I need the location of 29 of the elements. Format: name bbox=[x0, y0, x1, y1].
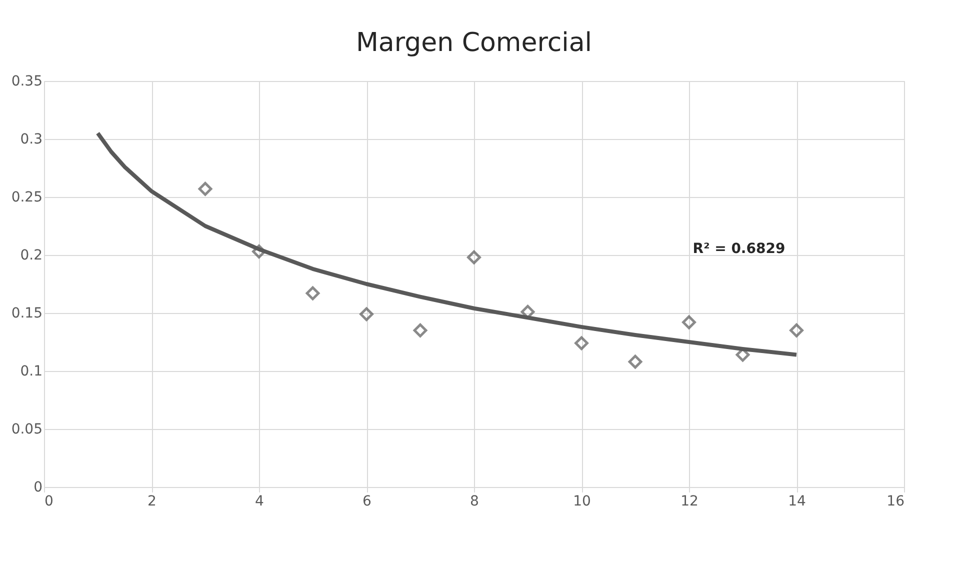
point bbox=[682, 315, 696, 330]
point bbox=[413, 323, 428, 338]
point bbox=[467, 250, 481, 264]
x-tick-label: 2 bbox=[148, 494, 156, 510]
point bbox=[790, 323, 804, 338]
y-tick-label: 0.15 bbox=[11, 306, 42, 322]
x-tick-label: 8 bbox=[470, 494, 479, 510]
y-tick-label: 0.35 bbox=[11, 74, 42, 90]
x-tick-label: 10 bbox=[573, 494, 591, 510]
x-tick-label: 12 bbox=[680, 494, 698, 510]
x-tick-label: 14 bbox=[788, 494, 806, 510]
point bbox=[628, 354, 642, 369]
point bbox=[252, 244, 266, 258]
y-tick-label: 0.25 bbox=[11, 190, 42, 206]
y-tick-label: 0.1 bbox=[20, 364, 42, 380]
x-tick-label: 0 bbox=[44, 494, 54, 510]
y-tick-label: 0.2 bbox=[20, 248, 42, 264]
y-tick-label: 0 bbox=[34, 480, 42, 496]
x-tick-label: 16 bbox=[886, 494, 905, 510]
point bbox=[360, 307, 374, 322]
x-tick-label: 6 bbox=[362, 494, 372, 510]
point bbox=[198, 182, 212, 196]
chart-title: Margen Comercial bbox=[356, 28, 592, 58]
x-tick-label: 4 bbox=[255, 494, 264, 510]
y-tick-label: 0.05 bbox=[11, 422, 42, 438]
annotation: R² = 0.6829 bbox=[692, 241, 786, 257]
point bbox=[306, 286, 320, 300]
y-tick-label: 0.3 bbox=[20, 132, 42, 148]
point bbox=[574, 336, 588, 350]
